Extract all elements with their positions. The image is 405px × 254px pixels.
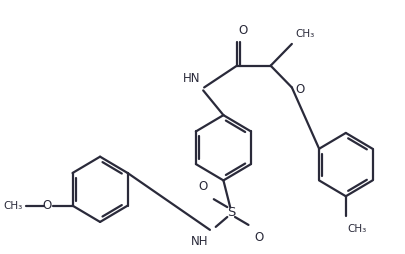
Text: O: O <box>295 83 304 96</box>
Text: CH₃: CH₃ <box>3 201 22 211</box>
Text: CH₃: CH₃ <box>347 224 366 234</box>
Text: O: O <box>198 180 207 193</box>
Text: O: O <box>254 231 263 244</box>
Text: O: O <box>238 24 247 37</box>
Text: CH₃: CH₃ <box>295 29 314 39</box>
Text: NH: NH <box>190 235 207 248</box>
Text: O: O <box>42 199 51 212</box>
Text: HN: HN <box>182 72 200 85</box>
Text: S: S <box>226 205 235 218</box>
